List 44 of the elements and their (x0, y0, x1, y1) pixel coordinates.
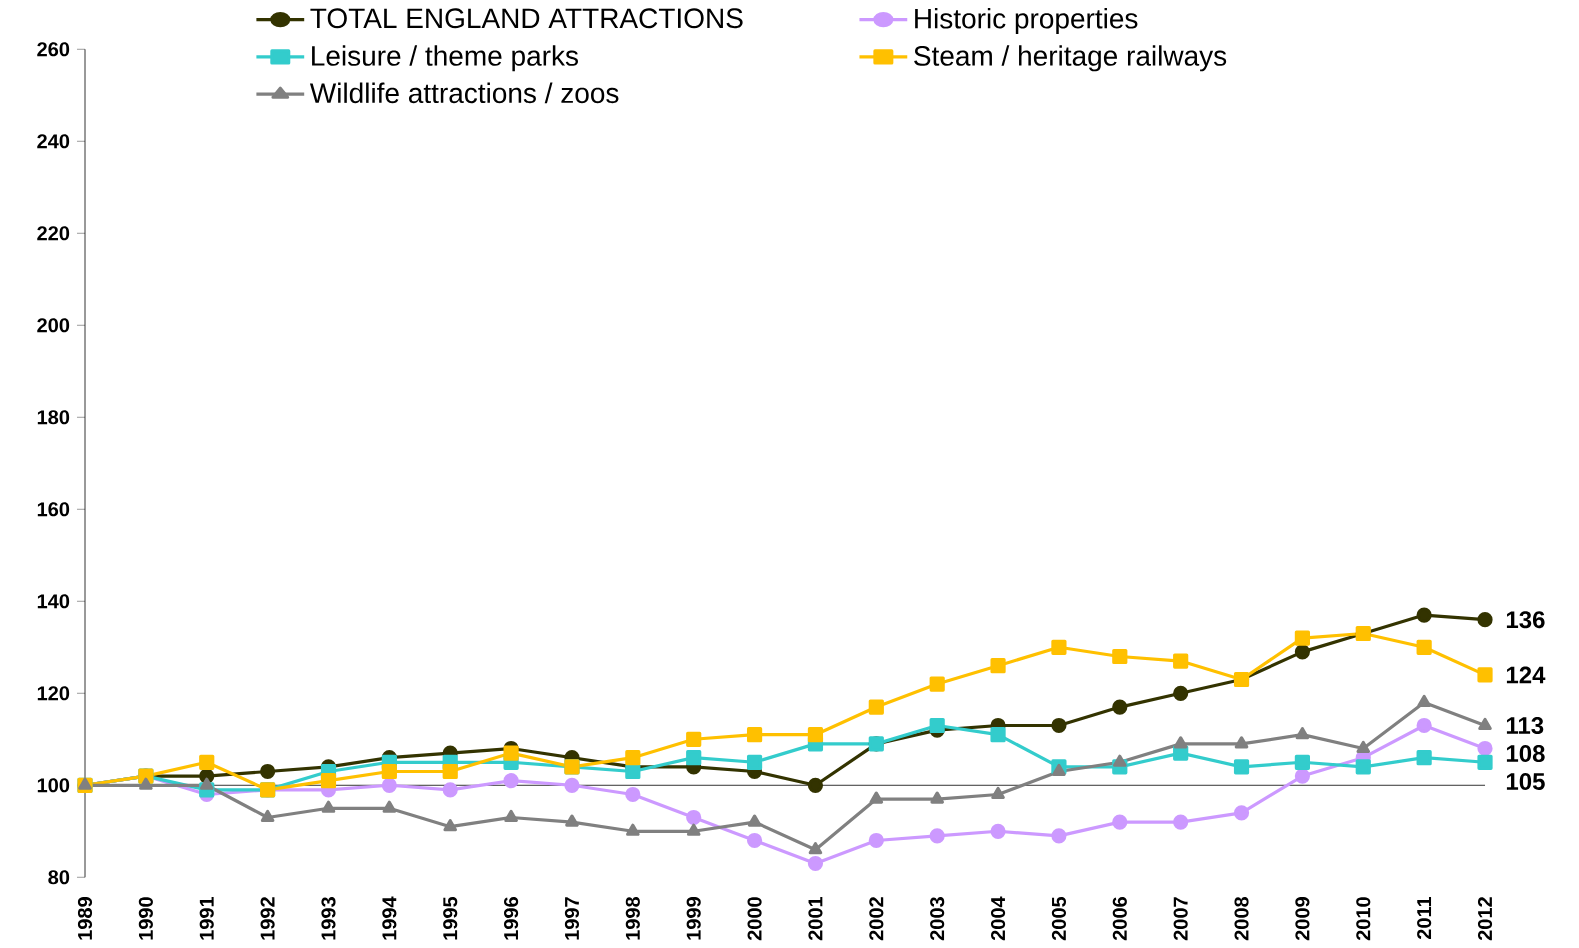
data-label: 113 (1506, 717, 1544, 735)
x-tick-label: 2000 (747, 897, 762, 941)
x-tick-label: 2012 (1477, 897, 1493, 941)
x-tick-label: 2001 (808, 897, 823, 941)
legend-label: Historic properties (915, 8, 1138, 35)
y-tick-label: 200 (37, 318, 70, 333)
x-tick-label: 1996 (504, 897, 519, 940)
x-tick-label: 2006 (1112, 897, 1127, 941)
x-tick-label: 1993 (321, 897, 336, 940)
y-tick-label: 240 (37, 134, 70, 149)
x-tick-label: 2009 (1295, 897, 1310, 941)
x-tick-label: 2010 (1356, 897, 1371, 941)
y-tick-label: 260 (37, 42, 70, 57)
x-tick-label: 2008 (1234, 897, 1249, 941)
x-tick-label: 1995 (443, 897, 458, 940)
y-tick-label: 80 (48, 870, 70, 885)
x-tick-label: 2003 (930, 897, 945, 941)
legend-label: Wildlife attractions / zoos (309, 82, 619, 104)
y-tick-label: 160 (37, 502, 70, 517)
data-label: 124 (1506, 666, 1546, 684)
y-tick-label: 140 (37, 594, 70, 609)
x-tick-label: 2004 (990, 896, 1006, 941)
x-tick-label: 1992 (260, 897, 275, 940)
x-tick-label: 1999 (686, 897, 701, 940)
y-tick-label: 180 (37, 410, 70, 425)
x-tick-label: 1994 (382, 896, 397, 940)
x-tick-label: 2002 (869, 897, 884, 941)
x-tick-label: 1997 (564, 897, 580, 940)
legend-label: Steam / heritage railways (914, 45, 1227, 72)
y-tick-label: 120 (37, 686, 70, 701)
data-label: 105 (1506, 773, 1545, 791)
x-tick-label: 2011 (1417, 897, 1432, 940)
data-label: 108 (1506, 745, 1545, 763)
x-tick-label: 1998 (625, 897, 640, 940)
x-tick-label: 1991 (199, 897, 214, 940)
legend-label: TOTAL ENGLAND ATTRACTIONS (310, 8, 743, 29)
y-tick-label: 100 (37, 778, 70, 793)
x-tick-label: 1990 (138, 897, 153, 940)
x-tick-label: 2007 (1173, 897, 1188, 941)
y-tick-label: 220 (37, 226, 70, 241)
x-tick-label: 2005 (1051, 897, 1066, 941)
data-label: 136 (1506, 611, 1545, 629)
x-tick-label: 1989 (77, 897, 93, 940)
legend-label: Leisure / theme parks (312, 45, 578, 72)
